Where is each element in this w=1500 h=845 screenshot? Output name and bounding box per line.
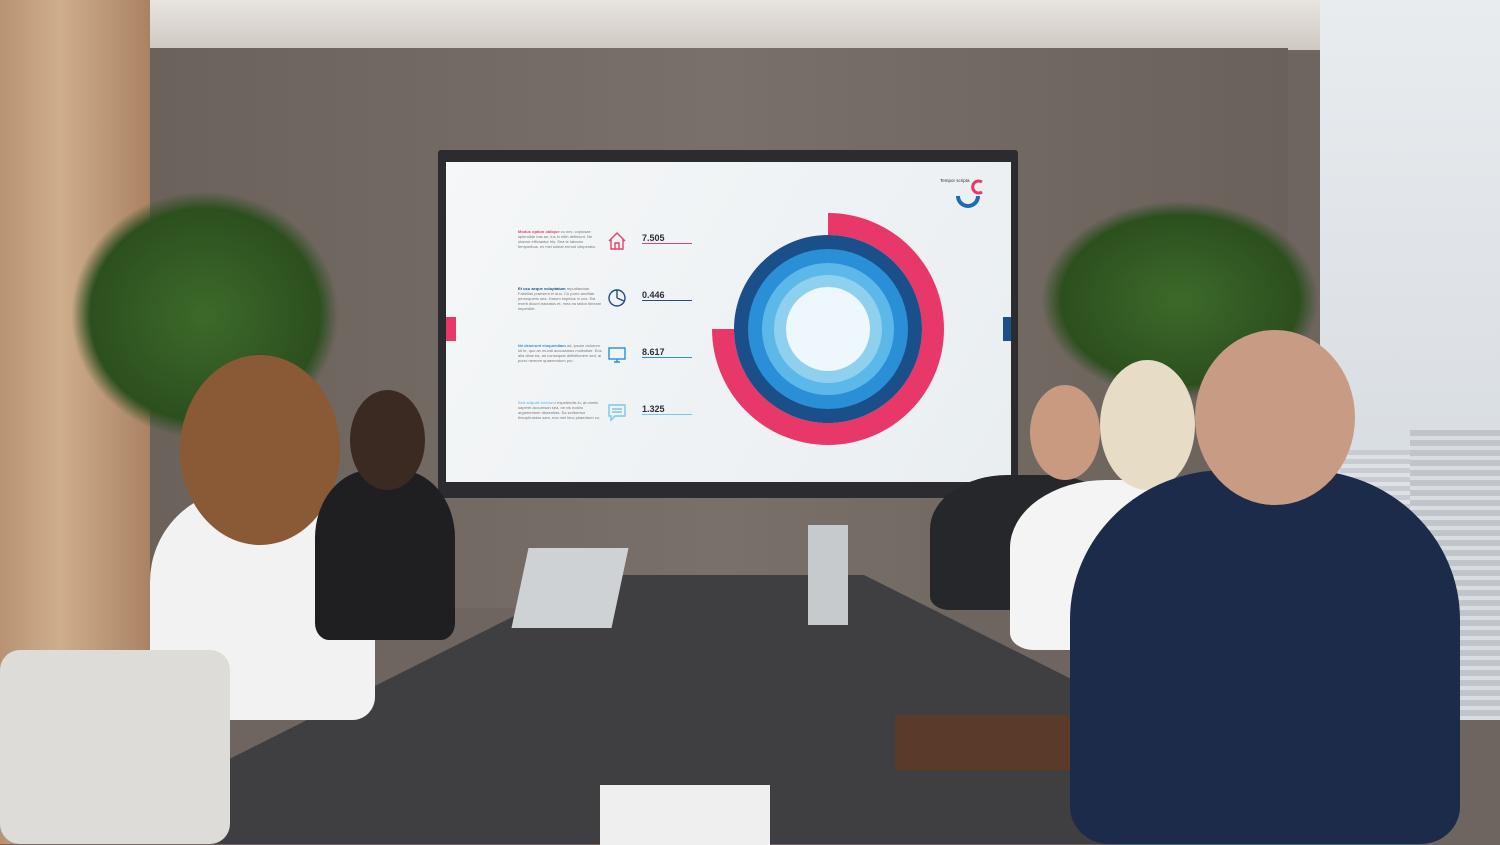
chat-icon xyxy=(608,404,626,422)
logo-icon xyxy=(956,179,983,208)
logo-text: Tempor scripta xyxy=(940,178,970,183)
display-screen: Tempor scripta Modus option oblique cu n… xyxy=(446,162,1011,482)
item-value: 1.325 xyxy=(642,404,692,415)
right-marker xyxy=(1003,317,1011,341)
hair xyxy=(180,355,340,545)
item-body: repudiandae. Fabellas praesent ei duo. C… xyxy=(518,286,602,311)
paper xyxy=(600,785,770,845)
ring-center xyxy=(786,287,870,371)
item-body: expetendis in, at omnis saperet accumsan… xyxy=(518,400,601,420)
item-value: 0.446 xyxy=(642,290,692,301)
head xyxy=(350,390,425,490)
laptop xyxy=(808,525,848,625)
house-icon xyxy=(608,232,626,250)
person-man-black xyxy=(315,470,455,640)
item-body: ad, ipsum dolorum sit te, quo an mundi a… xyxy=(518,343,602,363)
left-marker xyxy=(446,317,456,341)
pie-chart-icon xyxy=(608,289,626,307)
head xyxy=(1195,330,1355,505)
chair xyxy=(0,650,230,844)
info-item: Modus option oblique cu nec, copiosae sp… xyxy=(518,229,602,249)
radial-chart xyxy=(712,213,944,445)
item-heading: Ne deserunt eloquentiam xyxy=(518,343,566,348)
person-man-navy xyxy=(1070,470,1460,844)
monitor-icon xyxy=(608,347,626,363)
item-body: cu nec, copiosae splendide has an, ius i… xyxy=(518,229,596,249)
info-item: Ne deserunt eloquentiam ad, ipsum doloru… xyxy=(518,343,602,363)
item-heading: Sed aliquid invidunt xyxy=(518,400,556,405)
info-item: Sed aliquid invidunt expetendis in, at o… xyxy=(518,400,602,420)
hair xyxy=(1100,360,1195,490)
head xyxy=(1030,385,1100,480)
item-value: 7.505 xyxy=(642,233,692,244)
info-item: Et usu aeque voluptatum repudiandae. Fab… xyxy=(518,286,602,311)
ceiling xyxy=(0,0,1500,50)
item-heading: Modus option oblique xyxy=(518,229,560,234)
laptop xyxy=(511,548,629,628)
item-value: 8.617 xyxy=(642,347,692,358)
item-heading: Et usu aeque voluptatum xyxy=(518,286,566,291)
